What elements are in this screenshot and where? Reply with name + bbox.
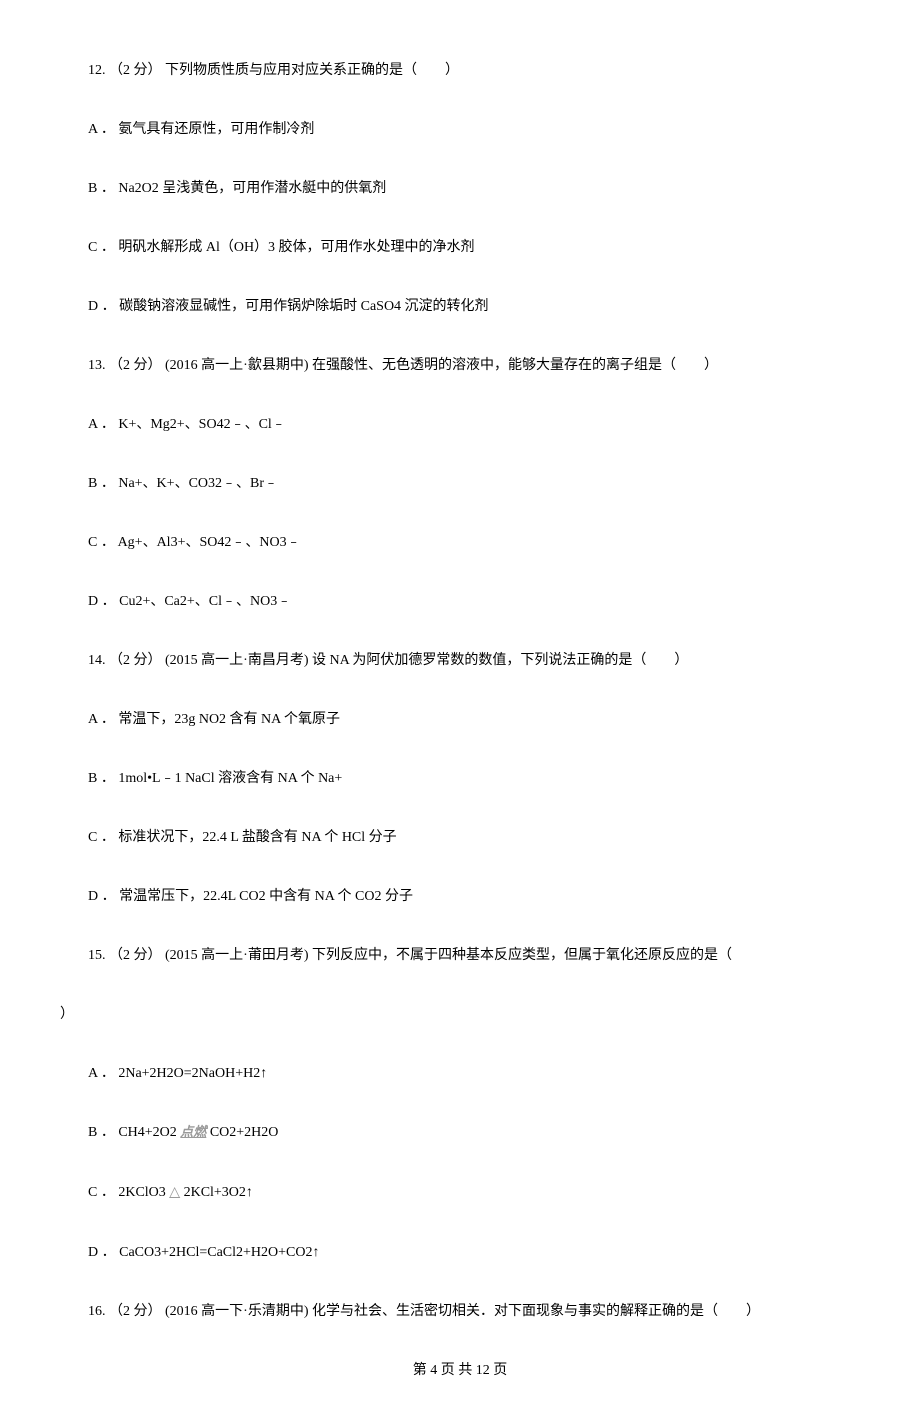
option-a: A ． 常温下，23g NO2 含有 NA 个氧原子 — [88, 709, 860, 730]
footer-post: 页 — [490, 1363, 508, 1378]
option-a: A ． K+、Mg2+、SO42﹣、Cl﹣ — [88, 414, 860, 435]
question-stem: 15. （2 分） (2015 高一上·莆田月考) 下列反应中，不属于四种基本反… — [88, 945, 860, 966]
question-stem: 12. （2 分） 下列物质性质与应用对应关系正确的是（ ） — [88, 60, 860, 81]
option-c: C ． Ag+、Al3+、SO42﹣、NO3﹣ — [88, 532, 860, 553]
document-body: 12. （2 分） 下列物质性质与应用对应关系正确的是（ ） A ． 氨气具有还… — [60, 60, 860, 1381]
option-d: D ． CaCO3+2HCl=CaCl2+H2O+CO2↑ — [88, 1242, 860, 1263]
option-c: C ． 标准状况下，22.4 L 盐酸含有 NA 个 HCl 分子 — [88, 827, 860, 848]
option-d: D ． Cu2+、Ca2+、Cl﹣、NO3﹣ — [88, 591, 860, 612]
option-b: B ． CH4+2O2 点燃 CO2+2H2O — [88, 1122, 860, 1144]
option-c: C ． 明矾水解形成 Al（OH）3 胶体，可用作水处理中的净水剂 — [88, 237, 860, 258]
footer-total-pages: 12 — [476, 1363, 490, 1378]
footer-mid: 页 共 — [437, 1363, 476, 1378]
question-stem: 13. （2 分） (2016 高一上·歙县期中) 在强酸性、无色透明的溶液中，… — [88, 355, 860, 376]
option-b: B ． 1mol•L﹣1 NaCl 溶液含有 NA 个 Na+ — [88, 768, 860, 789]
question-15: 15. （2 分） (2015 高一上·莆田月考) 下列反应中，不属于四种基本反… — [60, 945, 860, 1263]
option-text-post: CO2+2H2O — [206, 1125, 278, 1140]
footer-current-page: 4 — [430, 1363, 437, 1378]
question-stem: 16. （2 分） (2016 高一下·乐清期中) 化学与社会、生活密切相关．对… — [88, 1301, 860, 1322]
question-13: 13. （2 分） (2016 高一上·歙县期中) 在强酸性、无色透明的溶液中，… — [60, 355, 860, 612]
question-stem-closer: ） — [60, 1004, 860, 1025]
page-footer: 第 4 页 共 12 页 — [60, 1360, 860, 1381]
option-a: A ． 氨气具有还原性，可用作制冷剂 — [88, 119, 860, 140]
ignite-condition-icon: 点燃 — [180, 1122, 206, 1144]
question-stem: 14. （2 分） (2015 高一上·南昌月考) 设 NA 为阿伏加德罗常数的… — [88, 650, 860, 671]
option-text-post: 2KCl+3O2↑ — [180, 1185, 253, 1200]
option-b: B ． Na+、K+、CO32﹣、Br﹣ — [88, 473, 860, 494]
option-d: D ． 碳酸钠溶液显碱性，可用作锅炉除垢时 CaSO4 沉淀的转化剂 — [88, 296, 860, 317]
option-text-pre: B ． CH4+2O2 — [88, 1125, 180, 1140]
question-14: 14. （2 分） (2015 高一上·南昌月考) 设 NA 为阿伏加德罗常数的… — [60, 650, 860, 907]
option-text-pre: C ． 2KClO3 — [88, 1185, 169, 1200]
option-d: D ． 常温常压下，22.4L CO2 中含有 NA 个 CO2 分子 — [88, 886, 860, 907]
question-16: 16. （2 分） (2016 高一下·乐清期中) 化学与社会、生活密切相关．对… — [60, 1301, 860, 1322]
option-a: A ． 2Na+2H2O=2NaOH+H2↑ — [88, 1063, 860, 1084]
footer-pre: 第 — [413, 1363, 431, 1378]
option-b: B ． Na2O2 呈浅黄色，可用作潜水艇中的供氧剂 — [88, 178, 860, 199]
question-12: 12. （2 分） 下列物质性质与应用对应关系正确的是（ ） A ． 氨气具有还… — [60, 60, 860, 317]
heat-condition-icon: △ — [169, 1182, 180, 1204]
option-c: C ． 2KClO3 △ 2KCl+3O2↑ — [88, 1182, 860, 1204]
